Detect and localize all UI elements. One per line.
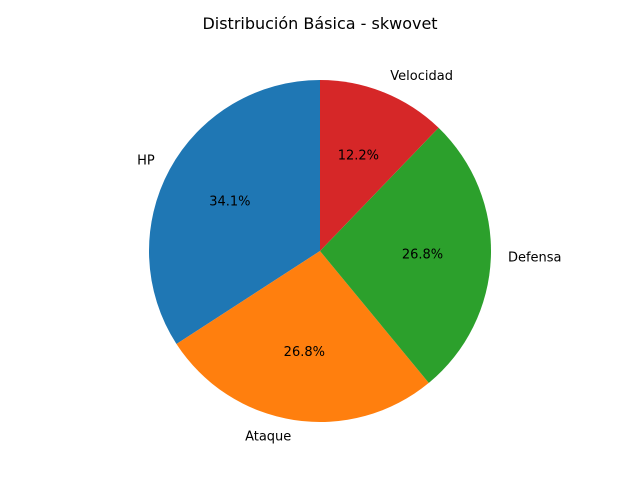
pie-slice-ataque: [176, 251, 429, 422]
chart-title: Distribución Básica - skwovet: [202, 14, 437, 33]
pie-slices: [149, 80, 492, 422]
percent-label-hp: 34.1%: [209, 194, 250, 209]
percent-label-ataque: 26.8%: [284, 345, 325, 360]
pie-slice-defensa: [320, 127, 492, 383]
pie-slice-hp: [149, 80, 320, 344]
pie-slice-velocidad: [320, 80, 439, 251]
percent-label-defensa: 26.8%: [402, 247, 443, 262]
slice-label-hp: HP: [137, 154, 155, 169]
percent-label-velocidad: 12.2%: [338, 148, 379, 163]
pie-labels: HP 34.1% Ataque 26.8% Defensa 26.8% Velocidad 1…: [137, 69, 561, 444]
slice-label-velocidad: Velocidad: [390, 69, 453, 84]
slice-label-ataque: Ataque: [245, 429, 291, 444]
slice-label-defensa: Defensa: [508, 251, 562, 266]
